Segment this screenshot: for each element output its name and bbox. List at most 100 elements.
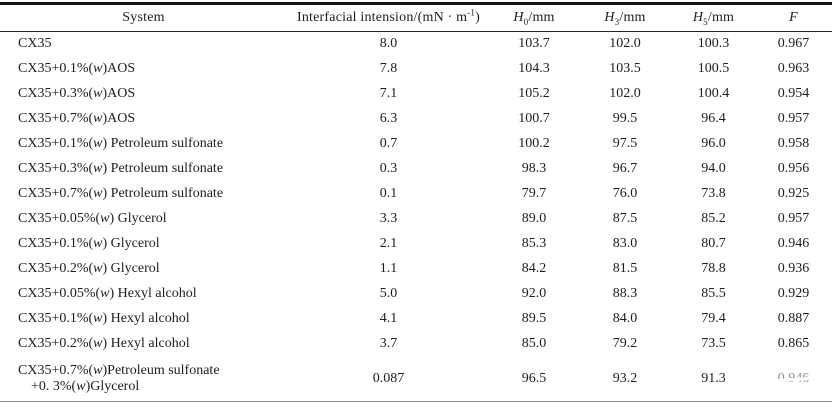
h3-cell: 81.5: [612, 261, 638, 277]
h3-cell: 99.5: [612, 111, 638, 127]
h3-cell: 96.7: [612, 161, 638, 177]
h0-cell: 105.2: [518, 86, 550, 102]
f-cell: 0.967: [777, 36, 810, 52]
h0-cell: 84.2: [521, 261, 547, 277]
f-cell: 0.963: [777, 61, 810, 77]
tension-header-superscript: -1: [467, 7, 476, 18]
table-row: CX35+0.2%(w) Glycerol 1.1 84.2 81.5 78.8 0.93…: [0, 257, 832, 282]
h0-cell: 100.7: [518, 111, 550, 127]
h0-cell: 98.3: [521, 161, 547, 177]
h3-cell: 103.5: [609, 61, 641, 77]
tension-header-close: ): [475, 10, 481, 25]
h3-unit: /mm: [619, 10, 646, 25]
table-row: CX35+0.2%(w) Hexyl alcohol 3.7 85.0 79.2 73.…: [0, 332, 832, 357]
h0-cell: 104.3: [518, 61, 550, 77]
f-header-label: F: [789, 10, 798, 25]
h3-cell: 84.0: [612, 311, 638, 327]
table-row: CX35+0.1%(w) Petroleum sulfonate 0.7 100.2…: [0, 132, 832, 157]
table-row: CX35+0.05%(w) Glycerol 3.3 89.0 87.5 85.2 0.9…: [0, 207, 832, 232]
system-cell: CX35+0.7%(w)Petroleum sulfonate +0. 3%(w)…: [0, 357, 287, 402]
h5-subscript: 5: [703, 16, 708, 27]
h0-unit: /mm: [528, 10, 555, 25]
tension-cell: 0.1: [379, 186, 398, 202]
tension-cell: 0.3: [379, 161, 398, 177]
table-row: CX35+0.05%(w) Hexyl alcohol 5.0 92.0 88.3 85…: [0, 282, 832, 307]
system-cell: CX35+0.1%(w) Hexyl alcohol: [18, 311, 190, 327]
h3-cell: 88.3: [612, 286, 638, 302]
h5-cell: 96.4: [701, 111, 726, 127]
tension-cell: 7.1: [379, 86, 398, 102]
system-cell: CX35+0.3%(w)AOS: [18, 86, 136, 102]
table-row: CX35+0.1%(w) Glycerol 2.1 85.3 83.0 80.7 0.94…: [0, 232, 832, 257]
table-row: CX35+0.3%(w)AOS 7.1 105.2 102.0 100.4 0.954: [0, 82, 832, 107]
table-row: CX35+0.7%(w) Petroleum sulfonate 0.1 79.7 7…: [0, 182, 832, 207]
h3-cell: 87.5: [612, 211, 638, 227]
f-cell: 0.958: [777, 136, 810, 152]
f-cell: 0.925: [777, 186, 810, 202]
tension-cell: 3.3: [379, 211, 398, 227]
f-cell: 0.865: [777, 336, 810, 352]
system-cell: CX35+0.05%(w) Glycerol: [18, 211, 167, 227]
h5-cell: 94.0: [701, 161, 726, 177]
system-cell: CX35+0.1%(w)AOS: [18, 61, 136, 77]
system-cell: CX35+0.7%(w) Petroleum sulfonate: [18, 186, 224, 202]
tension-cell: 5.0: [379, 286, 398, 302]
h0-subscript: 0: [523, 16, 529, 27]
h5-cell: 78.8: [701, 261, 726, 277]
h0-cell: 96.5: [490, 357, 578, 402]
h5-unit: /mm: [707, 10, 735, 25]
h5-cell: 100.4: [697, 86, 730, 102]
system-cell: CX35+0.3%(w) Petroleum sulfonate: [18, 161, 224, 177]
col-header-h0: H0/mm: [490, 3, 578, 32]
col-header-f: F: [755, 3, 832, 32]
tension-cell: 2.1: [379, 236, 398, 252]
system-cell: CX35: [18, 36, 52, 52]
system-cell: CX35+0.05%(w) Hexyl alcohol: [18, 286, 197, 302]
h5-symbol: H: [692, 10, 704, 25]
system-cell: CX35+0.2%(w) Glycerol: [18, 261, 160, 277]
table-row: CX35+0.7%(w)Petroleum sulfonate +0. 3%(w)…: [0, 357, 832, 402]
system-cell: CX35+0.2%(w) Hexyl alcohol: [18, 336, 190, 352]
f-cell: 0.946: [777, 236, 810, 252]
table-row: CX35+0.3%(w) Petroleum sulfonate 0.3 98.3 9…: [0, 157, 832, 182]
f-cell: 0.929: [777, 286, 810, 302]
system-cell: CX35+0.1%(w) Petroleum sulfonate: [18, 136, 224, 152]
h0-cell: 85.3: [521, 236, 547, 252]
h0-cell: 89.0: [521, 211, 547, 227]
f-cell: 0.954: [777, 86, 810, 102]
h3-symbol: H: [604, 10, 615, 25]
h3-cell: 102.0: [609, 36, 641, 52]
table-header: System Interfacial intension/(mN · m-1) …: [0, 3, 832, 32]
h3-cell: 97.5: [612, 136, 638, 152]
h5-cell: 85.2: [701, 211, 726, 227]
h0-cell: 92.0: [521, 286, 547, 302]
tension-cell: 7.8: [379, 61, 398, 77]
system-cell: CX35+0.1%(w) Glycerol: [18, 236, 160, 252]
system-header-label: System: [122, 10, 165, 25]
results-table: System Interfacial intension/(mN · m-1) …: [0, 2, 832, 402]
f-cell: 0.936: [777, 261, 810, 277]
h5-cell: 85.5: [701, 286, 726, 302]
h5-cell: 100.5: [697, 61, 730, 77]
h5-cell: 79.4: [701, 311, 726, 327]
h0-cell: 79.7: [521, 186, 547, 202]
h5-cell: 100.3: [697, 36, 730, 52]
h5-cell: 91.3: [672, 357, 755, 402]
h3-cell: 79.2: [612, 336, 638, 352]
table-row: CX35 8.0 103.7 102.0 100.3 0.967: [0, 32, 832, 58]
header-row: System Interfacial intension/(mN · m-1) …: [0, 3, 832, 32]
h3-subscript: 3: [614, 16, 620, 27]
h5-cell: 73.8: [701, 186, 726, 202]
system-cell: CX35+0.7%(w)AOS: [18, 111, 136, 127]
col-header-h3: H3/mm: [578, 3, 672, 32]
h5-cell: 96.0: [701, 136, 726, 152]
h0-cell: 85.0: [521, 336, 547, 352]
tension-header-label: Interfacial intension/(mN · m: [296, 10, 468, 25]
table-row: CX35+0.1%(w) Hexyl alcohol 4.1 89.5 84.0 79.…: [0, 307, 832, 332]
h3-cell: 83.0: [612, 236, 638, 252]
h5-cell: 73.5: [701, 336, 726, 352]
f-cell: 0.957: [777, 211, 810, 227]
h0-cell: 89.5: [521, 311, 547, 327]
col-header-h5: H5/mm: [672, 3, 755, 32]
